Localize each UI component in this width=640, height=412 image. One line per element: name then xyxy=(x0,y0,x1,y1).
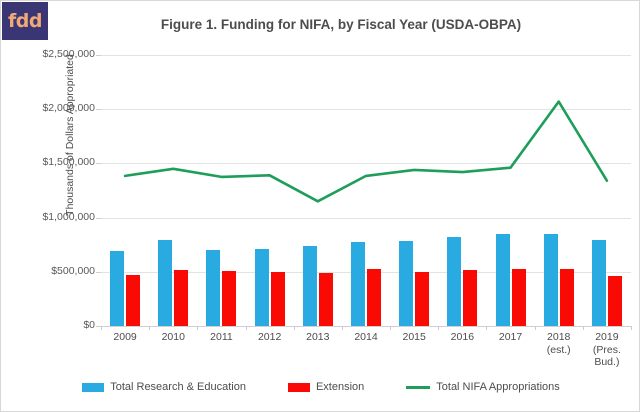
bar-research-education[interactable] xyxy=(206,250,221,326)
bar-research-education[interactable] xyxy=(351,242,365,326)
bar-research-education[interactable] xyxy=(495,234,510,326)
bar-extension[interactable] xyxy=(318,273,333,326)
y-axis-tick-label: $2,500,000 xyxy=(42,48,95,60)
gridline xyxy=(101,272,631,273)
legend-swatch-red-icon xyxy=(287,382,310,392)
x-axis-category-label-line: 2010 xyxy=(161,331,185,343)
x-axis-category-label-line: (Pres. xyxy=(592,343,621,356)
x-axis-tick xyxy=(245,326,247,330)
bar-research-education[interactable] xyxy=(399,241,414,326)
x-axis-tick xyxy=(197,326,199,330)
bar-research-education[interactable] xyxy=(158,239,173,326)
x-axis-category-label-line: 2016 xyxy=(450,331,475,343)
bar-research-education[interactable] xyxy=(302,245,317,326)
plot-area xyxy=(101,55,631,326)
y-axis-tick-label: $1,500,000 xyxy=(42,156,95,168)
bar-extension[interactable] xyxy=(126,274,141,326)
x-axis-tick xyxy=(438,326,440,330)
x-axis-category-label: 2009 xyxy=(101,331,149,344)
bar-extension[interactable] xyxy=(559,269,574,326)
y-axis-tick-label: $2,000,000 xyxy=(42,102,95,114)
fdd-logo: fdd xyxy=(2,2,48,40)
bar-extension[interactable] xyxy=(607,276,622,326)
x-axis-category-label: 2016 xyxy=(438,331,486,344)
bar-research-education[interactable] xyxy=(543,234,558,326)
x-axis-category-label: 2014 xyxy=(342,331,390,344)
y-axis-tick xyxy=(96,272,101,273)
legend-item-total-nifa[interactable]: Total NIFA Appropriations xyxy=(406,381,560,393)
gridline xyxy=(101,218,631,219)
x-axis-tick xyxy=(534,326,536,330)
bar-research-education[interactable] xyxy=(591,239,606,326)
bar-research-education[interactable] xyxy=(254,249,269,326)
legend-label-extension: Extension xyxy=(315,381,365,393)
x-axis-category-label: 2011 xyxy=(197,331,245,344)
bar-extension[interactable] xyxy=(415,271,430,326)
x-axis-tick xyxy=(293,326,295,330)
bar-extension[interactable] xyxy=(222,270,237,326)
y-axis-tick xyxy=(96,218,101,219)
chart-title: Figure 1. Funding for NIFA, by Fiscal Ye… xyxy=(160,17,522,32)
y-axis-tick xyxy=(96,326,101,327)
x-axis-category-label: 2017 xyxy=(486,331,534,344)
x-axis-tick xyxy=(390,326,392,330)
x-axis-tick xyxy=(101,326,102,330)
bar-extension[interactable] xyxy=(270,271,285,326)
x-axis-category-label-line: 2018 xyxy=(547,331,571,343)
x-axis-category-label-line: 2019 xyxy=(595,331,619,343)
legend-item-extension[interactable]: Extension xyxy=(287,381,365,393)
x-axis-category-label-line: 2009 xyxy=(113,331,137,343)
x-axis-tick xyxy=(631,326,632,330)
bar-research-education[interactable] xyxy=(447,237,462,326)
legend-label-total-nifa: Total NIFA Appropriations xyxy=(436,381,560,393)
gridline xyxy=(101,55,631,56)
x-axis-tick xyxy=(149,326,151,330)
x-axis-line xyxy=(101,326,631,327)
x-axis-category-label: 2015 xyxy=(390,331,438,344)
x-axis-category-label-line: Bud.) xyxy=(594,356,620,368)
legend-item-research-education[interactable]: Total Research & Education xyxy=(82,381,246,393)
x-axis-tick xyxy=(341,326,343,330)
bar-extension[interactable] xyxy=(367,269,381,326)
x-axis-category-label: 2012 xyxy=(246,331,294,344)
x-axis-category-label-line: 2011 xyxy=(210,331,233,343)
x-axis-category-label: 2013 xyxy=(294,331,342,344)
y-axis-tick xyxy=(96,55,101,56)
bar-extension[interactable] xyxy=(511,269,526,326)
x-axis-category-label-line: 2012 xyxy=(257,331,282,343)
legend-swatch-blue-icon xyxy=(82,382,105,392)
x-axis-category-label-line: 2017 xyxy=(498,331,523,343)
y-axis-tick-label: $500,000 xyxy=(51,265,95,277)
chart-legend: Total Research & Education Extension Tot… xyxy=(1,381,640,393)
bar-extension[interactable] xyxy=(463,270,478,326)
x-axis-category-label-line: 2013 xyxy=(306,331,330,343)
y-axis-tick-label: $0 xyxy=(83,319,95,331)
x-axis-category-label-line: 2015 xyxy=(402,331,426,343)
x-axis-tick xyxy=(582,326,584,330)
x-axis-category-label: 2018 (est.) xyxy=(535,331,583,356)
x-axis-category-label: 2010 xyxy=(149,331,197,344)
legend-label-research-education: Total Research & Education xyxy=(110,381,246,393)
bar-research-education[interactable] xyxy=(110,251,125,326)
bar-extension[interactable] xyxy=(174,269,189,326)
x-axis-category-label-line: 2014 xyxy=(354,331,378,343)
y-axis-tick xyxy=(96,109,101,110)
legend-swatch-green-line-icon xyxy=(406,385,431,389)
x-axis-tick xyxy=(486,326,488,330)
fdd-logo-text: fdd xyxy=(8,9,42,32)
y-axis-tick-label: $1,000,000 xyxy=(42,211,95,223)
x-axis-category-label-line: (est.) xyxy=(546,343,571,356)
x-axis-category-label: 2019 (Pres. Bud.) xyxy=(583,331,631,369)
y-axis-tick xyxy=(96,163,101,164)
